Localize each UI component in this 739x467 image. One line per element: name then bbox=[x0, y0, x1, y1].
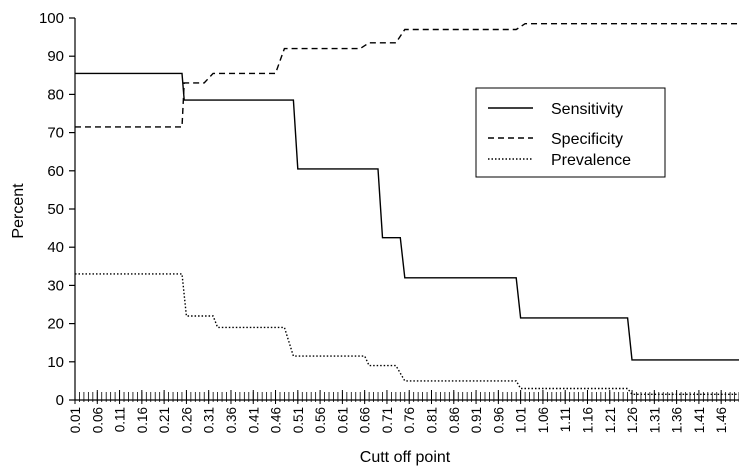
x-tick-label: 0.26 bbox=[179, 407, 194, 433]
series-line-sensitivity bbox=[75, 72, 739, 361]
legend-label-prevalence: Prevalence bbox=[551, 152, 631, 169]
x-tick-label: 0.61 bbox=[335, 407, 350, 433]
x-tick-label: 1.21 bbox=[603, 407, 618, 433]
x-tick-label: 0.11 bbox=[113, 407, 128, 432]
x-tick-label: 0.91 bbox=[469, 407, 484, 433]
x-tick-label: 0.51 bbox=[291, 407, 306, 433]
legend-box bbox=[475, 87, 666, 178]
x-tick-label: 1.11 bbox=[558, 407, 573, 432]
y-tick-label: 40 bbox=[47, 239, 64, 256]
series-lines bbox=[75, 23, 739, 395]
x-tick-label: 0.16 bbox=[135, 407, 150, 433]
x-tick-label: 0.81 bbox=[425, 407, 440, 433]
x-tick-label: 0.96 bbox=[491, 407, 506, 433]
y-tick-label: 10 bbox=[47, 354, 64, 371]
y-axis-title: Percent bbox=[10, 183, 27, 239]
x-tick-label: 1.31 bbox=[647, 407, 662, 433]
x-tick-label: 0.71 bbox=[380, 407, 395, 433]
x-tick-label: 1.16 bbox=[580, 407, 595, 433]
x-tick-label: 1.41 bbox=[692, 407, 707, 433]
y-tick-label: 100 bbox=[39, 10, 64, 27]
legend-label-sensitivity: Sensitivity bbox=[551, 101, 623, 118]
x-tick-label: 0.46 bbox=[269, 407, 284, 433]
x-tick-label: 0.21 bbox=[157, 407, 172, 433]
y-tick-label: 20 bbox=[47, 316, 64, 333]
x-tick-label: 0.76 bbox=[402, 407, 417, 433]
y-tick-label: 80 bbox=[47, 86, 64, 103]
x-axis-title: Cutt off point bbox=[360, 449, 451, 466]
x-tick-label: 1.06 bbox=[536, 407, 551, 433]
series-line-specificity bbox=[75, 23, 739, 128]
y-tick-label: 0 bbox=[56, 392, 64, 409]
x-tick-label: 0.56 bbox=[313, 407, 328, 433]
x-tick-label: 0.86 bbox=[447, 407, 462, 433]
x-axis-ticks: 0.01 0.06 0.11 0.16 0.21 0.26 0.31 0.36 0.41 0.46… bbox=[68, 390, 729, 433]
y-tick-label: 70 bbox=[47, 125, 64, 142]
y-tick-label: 90 bbox=[47, 48, 64, 65]
x-tick-label: 0.01 bbox=[68, 407, 83, 433]
x-tick-label: 1.36 bbox=[670, 407, 685, 433]
series-line-prevalence bbox=[75, 273, 739, 395]
x-tick-label: 0.36 bbox=[224, 407, 239, 433]
x-tick-label: 0.66 bbox=[358, 407, 373, 433]
y-tick-label: 30 bbox=[47, 277, 64, 294]
x-tick-label: 1.26 bbox=[625, 407, 640, 433]
x-tick-label: 0.31 bbox=[202, 407, 217, 433]
legend: Sensitivity Specificity Prevalence bbox=[475, 87, 666, 178]
x-tick-label: 0.41 bbox=[246, 407, 261, 433]
legend-label-specificity: Specificity bbox=[551, 131, 623, 148]
y-axis-ticks: 0 10 20 30 40 50 60 70 80 90 100 bbox=[39, 10, 75, 409]
x-tick-label: 0.06 bbox=[90, 407, 105, 433]
x-tick-label: 1.46 bbox=[714, 407, 729, 433]
x-tick-label: 1.01 bbox=[514, 407, 529, 433]
y-tick-label: 60 bbox=[47, 163, 64, 180]
y-tick-label: 50 bbox=[47, 201, 64, 218]
